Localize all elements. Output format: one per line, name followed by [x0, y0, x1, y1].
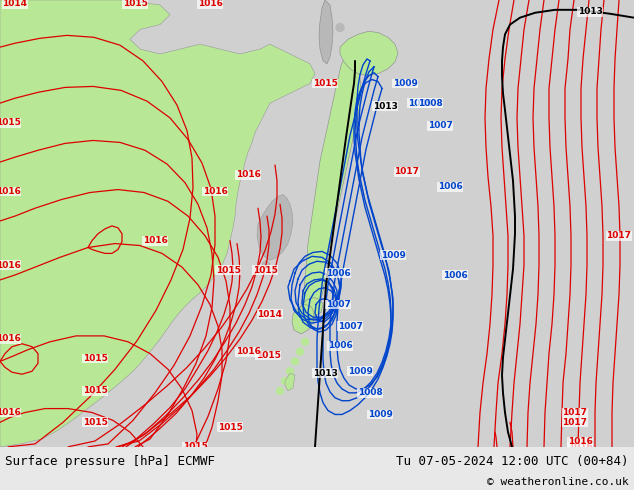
- Text: 1015: 1015: [82, 354, 107, 363]
- Text: Tu 07-05-2024 12:00 UTC (00+84): Tu 07-05-2024 12:00 UTC (00+84): [396, 455, 629, 468]
- Polygon shape: [302, 297, 323, 316]
- Text: 1007: 1007: [337, 321, 363, 331]
- Circle shape: [276, 388, 283, 394]
- Text: 1016: 1016: [0, 261, 20, 270]
- Polygon shape: [319, 0, 333, 64]
- Text: 1017: 1017: [607, 231, 631, 240]
- Circle shape: [281, 378, 288, 385]
- Text: 1014: 1014: [3, 0, 27, 8]
- Text: 1007: 1007: [326, 300, 351, 309]
- Text: 1015: 1015: [0, 118, 20, 127]
- Text: 1014: 1014: [257, 310, 283, 319]
- Circle shape: [297, 348, 304, 355]
- Text: 1009: 1009: [408, 98, 432, 108]
- Text: 1016: 1016: [143, 236, 167, 245]
- Text: 1006: 1006: [326, 269, 351, 277]
- Text: Surface pressure [hPa] ECMWF: Surface pressure [hPa] ECMWF: [5, 455, 215, 468]
- Text: 1016: 1016: [236, 171, 261, 179]
- Text: 1017: 1017: [394, 168, 420, 176]
- Text: 1009: 1009: [380, 251, 405, 260]
- Polygon shape: [257, 195, 293, 260]
- Text: 1017: 1017: [562, 418, 588, 427]
- Text: 1006: 1006: [328, 341, 353, 350]
- Text: 1015: 1015: [82, 387, 107, 395]
- Polygon shape: [0, 0, 315, 447]
- Text: 1006: 1006: [443, 270, 467, 279]
- Text: 1015: 1015: [216, 266, 240, 274]
- Text: 1015: 1015: [122, 0, 148, 8]
- Text: 1015: 1015: [313, 79, 337, 88]
- Text: 1006: 1006: [437, 182, 462, 191]
- Polygon shape: [262, 260, 270, 267]
- Text: 1016: 1016: [236, 347, 261, 356]
- Text: 1015: 1015: [82, 418, 107, 427]
- Circle shape: [287, 368, 294, 375]
- Text: 1016: 1016: [202, 187, 228, 196]
- Text: 1008: 1008: [358, 389, 382, 397]
- Text: 1008: 1008: [418, 98, 443, 108]
- Text: 1009: 1009: [347, 367, 372, 376]
- Circle shape: [292, 358, 299, 365]
- Text: 1015: 1015: [252, 266, 278, 274]
- Text: 1013: 1013: [373, 101, 398, 111]
- Text: © weatheronline.co.uk: © weatheronline.co.uk: [488, 477, 629, 487]
- Circle shape: [336, 24, 344, 31]
- Polygon shape: [299, 52, 361, 329]
- Text: 1013: 1013: [578, 7, 602, 16]
- Text: 1009: 1009: [392, 79, 417, 88]
- Text: 1016: 1016: [567, 442, 592, 451]
- Text: 1007: 1007: [427, 121, 453, 130]
- Text: 1017: 1017: [562, 408, 588, 417]
- Circle shape: [302, 339, 309, 345]
- Text: 1016: 1016: [0, 334, 20, 343]
- Text: 1015: 1015: [256, 351, 280, 360]
- Text: 1016: 1016: [567, 438, 592, 446]
- Text: 1016: 1016: [0, 187, 20, 196]
- Polygon shape: [285, 373, 295, 391]
- Text: 1015: 1015: [183, 442, 207, 451]
- Text: 1016: 1016: [0, 408, 20, 417]
- Polygon shape: [340, 31, 398, 75]
- Text: 1009: 1009: [368, 410, 392, 419]
- Text: 1013: 1013: [313, 368, 337, 378]
- Polygon shape: [292, 304, 314, 334]
- Text: 1016: 1016: [198, 0, 223, 8]
- Text: 1015: 1015: [217, 423, 242, 432]
